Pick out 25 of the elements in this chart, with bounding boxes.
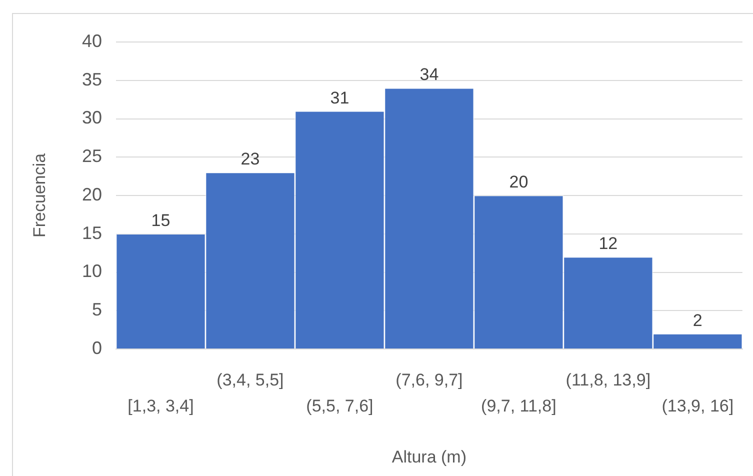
y-tick-label: 0 — [92, 338, 102, 358]
x-tick-label: [1,3, 3,4] — [128, 396, 194, 416]
data-label: 20 — [509, 172, 528, 192]
data-label: 2 — [692, 310, 702, 330]
x-axis-title: Altura (m) — [392, 447, 467, 466]
data-label: 23 — [240, 150, 260, 169]
y-tick-label: 25 — [82, 146, 102, 166]
y-tick-label: 5 — [92, 300, 102, 320]
data-label: 31 — [330, 88, 350, 108]
data-label: 34 — [420, 65, 439, 84]
y-axis-title: Frecuencia — [30, 152, 49, 238]
x-tick-label: (3,4, 5,5] — [216, 370, 284, 390]
y-tick-label: 30 — [82, 108, 102, 128]
x-tick-label: (5,5, 7,6] — [306, 396, 374, 416]
y-tick-label: 20 — [82, 184, 102, 204]
data-label: 15 — [151, 211, 170, 230]
y-tick-label: 35 — [82, 69, 102, 90]
data-label: 12 — [598, 234, 618, 254]
x-tick-label: (11,8, 13,9] — [566, 370, 651, 390]
x-tick-label: (7,6, 9,7] — [396, 370, 463, 390]
x-tick-label: (9,7, 11,8] — [481, 396, 556, 416]
y-tick-label: 40 — [82, 30, 102, 51]
y-tick-label: 10 — [82, 261, 102, 282]
x-tick-label: (13,9, 16] — [662, 396, 734, 416]
y-tick-label: 15 — [82, 222, 102, 243]
